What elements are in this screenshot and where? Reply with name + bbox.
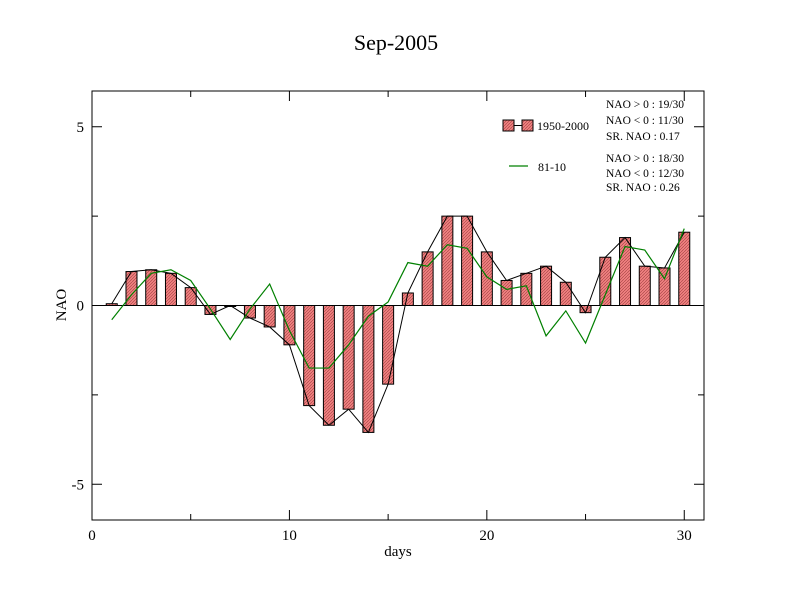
bar [382,305,395,385]
bar [638,265,651,306]
legend-swatch-bar [502,119,515,132]
axis-ticks: 0 10 20 30 -5 0 5 [72,91,704,544]
bar [520,272,533,307]
bar [461,215,474,306]
bar [303,305,316,407]
bar [599,256,612,306]
legend: 1950-2000 81-10 NAO > 0 : 19/30 NAO < 0 : 1… [502,99,684,194]
bar-series [92,215,704,433]
legend-stat: NAO > 0 : 19/30 [606,99,684,111]
bar [342,305,355,410]
bar [184,287,197,306]
x-axis-label: days [384,544,412,560]
chart-title: Sep-2005 [354,30,438,55]
y-tick-label: 0 [77,299,85,315]
bar [322,305,335,426]
bar [500,279,513,307]
legend-stat: SR. NAO : 0.26 [606,182,680,194]
y-tick-label: -5 [72,477,85,493]
bar [145,269,158,306]
y-axis-label: NAO [54,289,70,322]
y-tick-label: 5 [77,120,85,136]
bar-series-line [111,215,685,434]
x-tick-label: 20 [479,528,494,544]
legend-stat: NAO < 0 : 12/30 [606,168,684,180]
x-tick-label: 10 [282,528,297,544]
bar [540,265,553,306]
x-tick-label: 30 [677,528,692,544]
x-tick-label: 0 [88,528,96,544]
bar [678,231,691,306]
legend-stat: NAO < 0 : 11/30 [606,115,684,127]
line-series [111,215,685,434]
bar [441,215,454,306]
legend-stat: SR. NAO : 0.17 [606,131,680,143]
line-series-81-10 [111,228,685,369]
bar [559,281,572,307]
legend-swatch-bar [521,119,534,132]
legend-stat: NAO > 0 : 18/30 [606,153,684,165]
bar [263,305,276,328]
legend-label-1950-2000: 1950-2000 [537,119,589,133]
legend-label-81-10: 81-10 [538,160,566,174]
bar [164,272,177,307]
bar [105,303,118,306]
bar [362,305,375,433]
